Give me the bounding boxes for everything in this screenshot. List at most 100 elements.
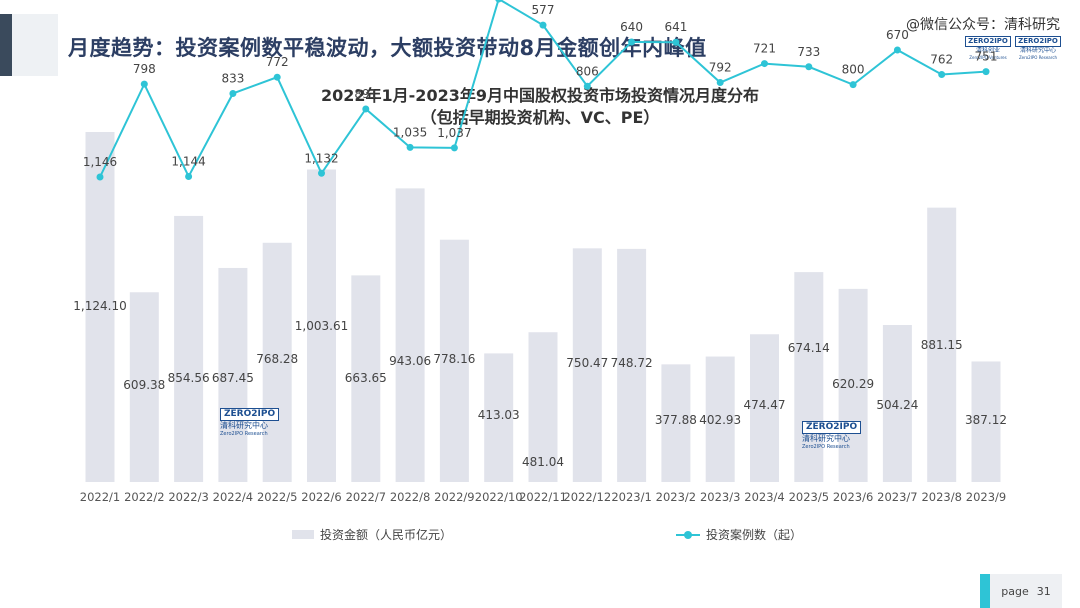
logo-badge: ZERO2IPO [802,421,862,434]
line-point-2022/4 [229,89,237,97]
logo-en: Zero2IPO Research [220,431,268,437]
line-point-2022/8 [406,143,414,151]
legend-count: 投资案例数（起） [676,526,802,543]
bar-value-label: 663.65 [345,371,387,385]
bar-value-label: 413.03 [478,408,520,422]
x-tick-label: 2023/5 [789,490,829,504]
line-point-2023/4 [761,60,768,68]
bar-amount-2022/3 [174,215,204,483]
logo-cn: 清科研究中心 [1019,47,1056,54]
logo-badge: ZERO2IPO [1015,36,1061,47]
line-point-2023/8 [938,71,946,79]
page-indicator: page 31 [980,574,1062,608]
x-tick-label: 2022/5 [257,490,297,504]
x-tick-label: 2023/7 [877,490,917,504]
bar-value-label: 481.04 [522,455,564,469]
legend-count-label: 投资案例数（起） [706,528,803,542]
legend-amount: 投资金额（人民币亿元） [292,526,452,543]
line-value-label: 670 [886,28,909,42]
line-value-label: 721 [753,42,776,56]
header-logos: ZERO2IPO 清科创业 Zero2IPO Ventures ZERO2IPO… [965,36,1061,60]
bar-amount-2022/2 [129,292,159,482]
bar-amount-2022/10 [484,353,514,482]
bar-value-label: 687.45 [212,371,254,385]
bar-amount-2023/4 [750,334,779,482]
chart-watermark-logo: ZERO2IPO 清科研究中心 Zero2IPO Research [802,421,862,451]
line-point-2023/9 [982,68,990,76]
line-value-label: 577 [532,3,555,17]
line-value-label: 833 [221,71,244,85]
x-tick-label: 2023/6 [833,490,873,504]
x-tick-label: 2023/2 [656,490,696,504]
logo-en: Zero2IPO Ventures [969,55,1007,60]
accent-shade [12,14,58,76]
x-tick-label: 2023/8 [921,490,961,504]
bar-amount-2022/8 [395,188,425,482]
watermark-text: @微信公众号：清科研究 [906,17,1060,33]
bar-amount-2023/2 [661,364,691,482]
line-point-2023/7 [893,46,901,54]
bar-value-label: 750.47 [566,356,608,370]
line-point-2023/2 [672,38,680,46]
x-tick-label: 2022/11 [519,490,567,504]
bar-amount-2022/11 [528,332,558,482]
bar-value-label: 377.88 [655,413,697,427]
slide-title: 月度趋势：投资案例数平稳波动，大额投资带动8月金额创年内峰值 [68,36,707,60]
bar-amount-2022/9 [439,239,469,482]
x-tick-label: 2022/3 [168,490,208,504]
bar-amount-2022/4 [218,267,248,482]
x-tick-label: 2022/10 [475,490,523,504]
bar-value-label: 768.28 [256,352,298,366]
x-tick-label: 2022/8 [390,490,430,504]
x-tick-label: 2023/9 [966,490,1006,504]
line-value-label: 762 [930,53,953,67]
line-point-2022/10 [495,0,503,3]
line-value-label: 733 [797,45,820,59]
line-point-2022/2 [140,80,148,88]
line-value-label: 891 [354,87,377,101]
accent-bar [0,14,12,76]
x-tick-label: 2022/2 [124,490,164,504]
logo-badge: ZERO2IPO [965,36,1011,47]
line-point-2022/3 [185,172,193,180]
line-value-label: 800 [842,63,865,77]
legend-bar-swatch [292,530,314,539]
bar-value-label: 881.15 [921,338,963,352]
logo-cn: 清科研究中心 [220,421,268,430]
line-point-2022/5 [273,73,281,81]
x-tick-label: 2022/4 [213,490,253,504]
line-point-2022/1 [96,173,104,181]
bar-amount-2023/8 [927,207,957,482]
bar-value-label: 1,124.10 [73,299,126,313]
x-tick-label: 2023/4 [744,490,784,504]
x-tick-label: 2023/3 [700,490,740,504]
bar-amount-2023/6 [838,288,868,482]
line-point-2022/12 [583,82,591,90]
legend-amount-label: 投资金额（人民币亿元） [320,528,453,542]
zero2ipo-ventures-logo: ZERO2IPO 清科创业 Zero2IPO Ventures [965,36,1011,60]
bar-value-label: 609.38 [123,378,165,392]
bar-amount-2023/5 [794,272,824,482]
bar-amount-2023/7 [882,324,912,482]
bar-value-label: 504.24 [876,398,918,412]
line-point-2022/7 [362,105,370,113]
line-point-2022/9 [450,144,458,152]
logo-badge: ZERO2IPO [220,408,280,421]
line-point-2023/5 [805,63,813,71]
bar-value-label: 620.29 [832,377,874,391]
chart-title: 2022年1月-2023年9月中国股权投资市场投资情况月度分布 [321,86,759,105]
line-point-2023/6 [849,81,857,89]
logo-cn: 清科创业 [975,47,1000,54]
line-value-label: 1,037 [437,126,471,140]
bar-amount-2022/12 [572,248,602,482]
bar-amount-2022/5 [262,242,292,482]
bar-value-label: 748.72 [611,356,653,370]
bar-amount-2023/9 [971,361,1001,482]
line-value-label: 806 [576,64,599,78]
bar-value-label: 1,003.61 [295,319,348,333]
zero2ipo-research-logo: ZERO2IPO 清科研究中心 Zero2IPO Research [1015,36,1061,60]
line-value-label: 772 [266,55,289,69]
logo-en: Zero2IPO Research [802,444,850,450]
legend-line-swatch [676,530,700,539]
